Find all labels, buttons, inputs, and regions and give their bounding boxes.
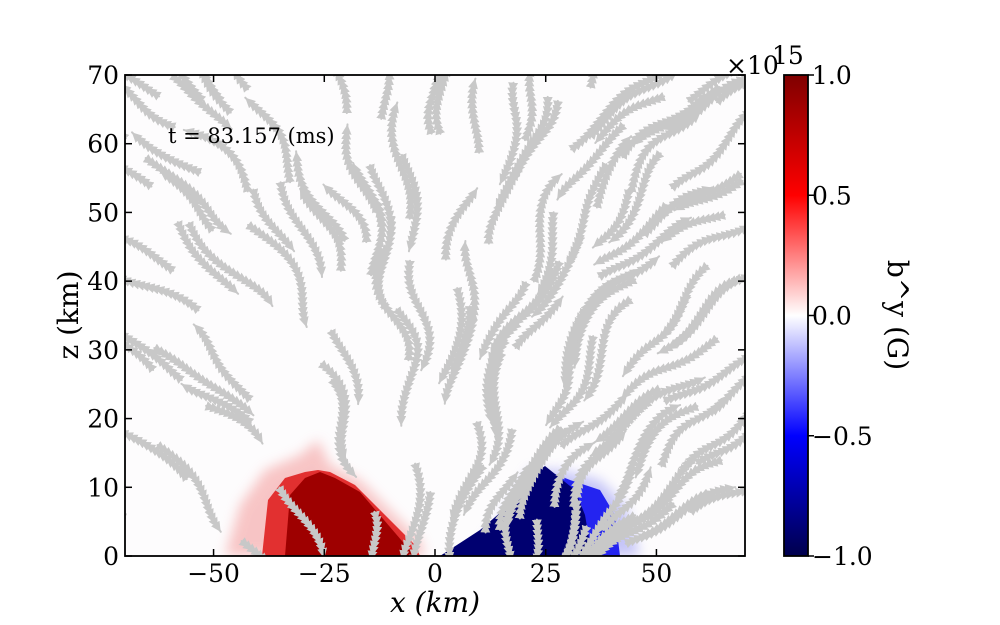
streamline (386, 101, 416, 220)
streamlines (125, 75, 745, 556)
y-tick-label: 20 (87, 405, 119, 434)
streamline (466, 77, 485, 154)
x-tick-label: 0 (427, 559, 443, 588)
streamline (438, 286, 467, 385)
streamline (422, 75, 445, 136)
streamline (566, 161, 611, 268)
streamline (238, 537, 299, 556)
streamline (322, 183, 372, 244)
colorbar-exponent-label: ×10 (726, 51, 779, 80)
streamline (594, 91, 666, 144)
streamline (125, 430, 191, 483)
streamline (151, 343, 255, 417)
streamline (364, 510, 383, 556)
colorbar-gradient (783, 74, 809, 557)
streamline (660, 210, 727, 244)
streamline (593, 384, 663, 444)
x-tick-label: −50 (187, 559, 240, 588)
y-axis: 0 10 20 30 40 50 60 70 (87, 61, 745, 571)
streamline (657, 169, 744, 221)
streamline (713, 75, 745, 106)
colorbar-tick-label: 1.0 (812, 61, 852, 90)
streamline (274, 485, 328, 556)
streamline (480, 471, 519, 534)
y-tick-label: 10 (87, 473, 119, 502)
streamline (494, 95, 553, 210)
y-tick-label: 70 (87, 61, 119, 90)
streamline (327, 376, 358, 478)
streamline (536, 211, 559, 296)
y-tick-label: 50 (87, 198, 119, 227)
y-tick-label: 40 (87, 267, 119, 296)
streamline (194, 75, 252, 93)
colorbar: 1.0 0.5 0.0 −0.5 −1.0 ×10 15 b^y (G) (726, 41, 914, 571)
streamline (636, 488, 711, 540)
streamline (656, 395, 729, 468)
x-axis-label: x (km) (390, 586, 480, 619)
time-annotation: t = 83.157 (ms) (168, 124, 335, 148)
streamline (346, 75, 395, 120)
colorbar-label: b^y (G) (881, 260, 914, 370)
streamline (440, 187, 479, 261)
colorbar-exponent: 15 (772, 41, 804, 70)
x-tick-label: −25 (298, 559, 351, 588)
colorbar-tick-label: 0.0 (812, 302, 852, 331)
x-tick-label: 25 (530, 559, 562, 588)
streamline (545, 320, 586, 427)
colorbar-tick-label: −0.5 (812, 422, 873, 451)
y-tick-label: 60 (87, 130, 119, 159)
streamline (523, 524, 592, 556)
colorbar-tick-label: −1.0 (812, 542, 873, 571)
streamline (662, 346, 745, 406)
y-axis-label: z (km) (52, 270, 85, 359)
x-axis: −50 −25 0 25 50 (187, 75, 672, 588)
streamline (403, 259, 435, 372)
streamline (172, 75, 225, 104)
streamline (182, 127, 253, 193)
streamline (244, 96, 295, 184)
streamline (511, 295, 564, 351)
streamline (125, 257, 202, 315)
streamline (173, 220, 240, 295)
streamline (608, 149, 665, 244)
streamline (517, 424, 564, 491)
streamline (308, 75, 352, 115)
streamline (326, 328, 364, 406)
streamline (408, 491, 436, 556)
streamline (569, 464, 638, 556)
x-tick-label: 50 (641, 559, 673, 588)
y-tick-label: 0 (103, 542, 119, 571)
y-tick-label: 30 (87, 336, 119, 365)
streamline (365, 163, 396, 243)
colorbar-tick-label: 0.5 (812, 181, 852, 210)
colorbar-ticks: 1.0 0.5 0.0 −0.5 −1.0 (808, 61, 873, 571)
streamline (125, 152, 155, 191)
